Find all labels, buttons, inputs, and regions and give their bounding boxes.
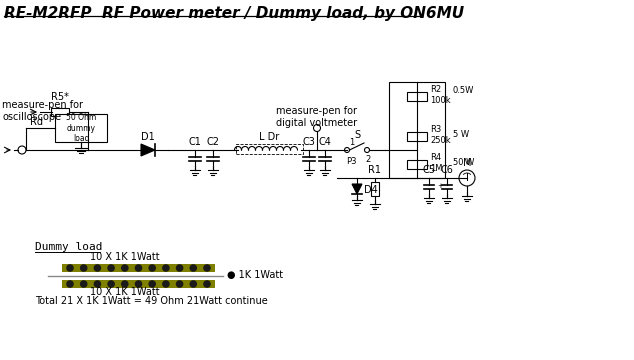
Circle shape xyxy=(80,264,87,272)
Circle shape xyxy=(94,280,101,288)
Text: +: + xyxy=(437,183,443,189)
Bar xyxy=(55,114,107,142)
Text: P3: P3 xyxy=(346,157,356,166)
Bar xyxy=(407,159,427,168)
Text: R5*: R5* xyxy=(51,92,69,102)
Circle shape xyxy=(66,264,74,272)
Bar xyxy=(62,280,215,288)
Circle shape xyxy=(134,264,142,272)
Circle shape xyxy=(18,146,26,154)
Text: 10 X 1K 1Watt: 10 X 1K 1Watt xyxy=(90,287,160,297)
Text: measure-pen for
oscilloscope: measure-pen for oscilloscope xyxy=(2,100,83,122)
Circle shape xyxy=(107,280,115,288)
Circle shape xyxy=(162,264,170,272)
Bar xyxy=(407,91,427,100)
Circle shape xyxy=(204,264,210,272)
Circle shape xyxy=(134,280,142,288)
Bar xyxy=(62,264,215,272)
Circle shape xyxy=(148,280,156,288)
Bar xyxy=(389,82,445,178)
Circle shape xyxy=(121,280,129,288)
Text: C6: C6 xyxy=(441,165,453,175)
Text: D1: D1 xyxy=(141,132,155,142)
Text: 50 W: 50 W xyxy=(453,158,474,166)
Text: R3
250k: R3 250k xyxy=(430,125,451,145)
Text: C3: C3 xyxy=(302,137,316,147)
Text: 1: 1 xyxy=(349,138,354,147)
Circle shape xyxy=(313,125,321,131)
Circle shape xyxy=(176,264,183,272)
Text: C2: C2 xyxy=(207,137,219,147)
Bar xyxy=(371,182,379,196)
Circle shape xyxy=(80,280,87,288)
Circle shape xyxy=(204,280,210,288)
Circle shape xyxy=(190,280,197,288)
Circle shape xyxy=(148,264,156,272)
Circle shape xyxy=(66,280,74,288)
Bar xyxy=(407,131,427,140)
Text: 0.5W: 0.5W xyxy=(453,86,474,95)
Text: R2
100k: R2 100k xyxy=(430,85,451,105)
Text: R1: R1 xyxy=(368,165,382,175)
Text: measure-pen for
digital voltmeter: measure-pen for digital voltmeter xyxy=(276,106,358,127)
Text: 5 W: 5 W xyxy=(453,130,469,139)
Text: M: M xyxy=(463,158,471,168)
Text: Total 21 X 1K 1Watt = 49 Ohm 21Watt continue: Total 21 X 1K 1Watt = 49 Ohm 21Watt cont… xyxy=(35,296,268,306)
Text: C1: C1 xyxy=(188,137,202,147)
Circle shape xyxy=(459,170,475,186)
Text: D4: D4 xyxy=(364,185,378,195)
Text: 10 X 1K 1Watt: 10 X 1K 1Watt xyxy=(90,252,160,262)
Text: C4: C4 xyxy=(318,137,332,147)
Circle shape xyxy=(176,280,183,288)
Text: S: S xyxy=(354,130,360,140)
Polygon shape xyxy=(141,144,155,156)
Circle shape xyxy=(162,280,170,288)
Circle shape xyxy=(107,264,115,272)
Bar xyxy=(51,108,69,116)
Bar xyxy=(236,144,303,154)
Text: Rd: Rd xyxy=(30,117,43,127)
Text: 50 Ohm
dummy
load: 50 Ohm dummy load xyxy=(66,113,96,143)
Circle shape xyxy=(94,264,101,272)
Text: 2: 2 xyxy=(365,155,370,164)
Text: L Dr: L Dr xyxy=(259,131,280,141)
Circle shape xyxy=(190,264,197,272)
Text: C5: C5 xyxy=(422,165,436,175)
Text: R4
1M: R4 1M xyxy=(430,153,443,173)
Text: Dummy load: Dummy load xyxy=(35,242,103,252)
Polygon shape xyxy=(352,184,362,194)
Circle shape xyxy=(344,148,349,153)
Circle shape xyxy=(121,264,129,272)
Text: ● 1K 1Watt: ● 1K 1Watt xyxy=(227,270,283,280)
Text: RE-M2RFP  RF Power meter / Dummy load, by ON6MU: RE-M2RFP RF Power meter / Dummy load, by… xyxy=(4,6,464,21)
Circle shape xyxy=(365,148,370,153)
